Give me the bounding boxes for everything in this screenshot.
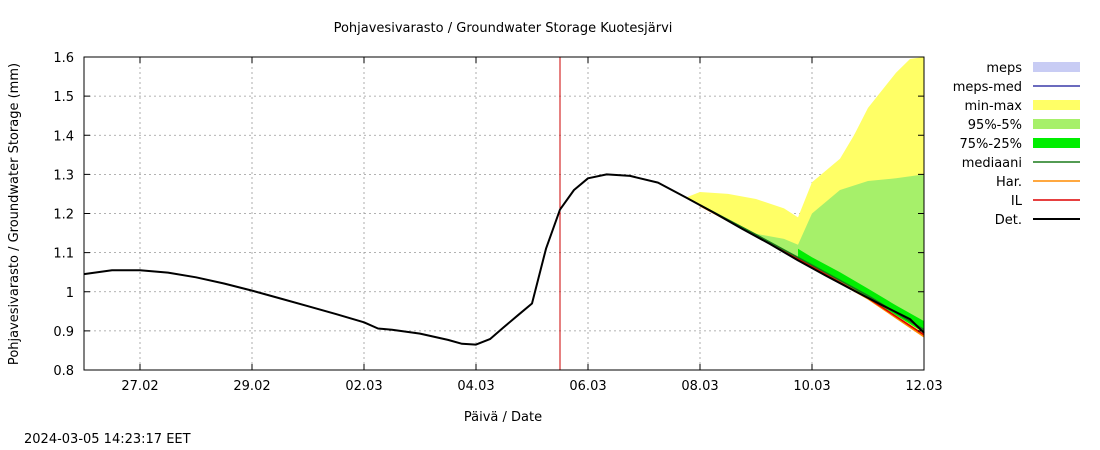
legend-label: min-max: [964, 99, 1022, 114]
legend-label: meps: [986, 61, 1022, 76]
y-tick-label: 1.4: [53, 129, 74, 144]
x-tick-label: 12.03: [905, 379, 942, 394]
x-tick-label: 29.02: [233, 379, 270, 394]
x-tick-label: 10.03: [793, 379, 830, 394]
y-tick-label: 1.3: [53, 168, 74, 183]
legend-label: meps-med: [953, 80, 1022, 95]
legend-swatch: [1033, 100, 1080, 110]
y-tick-label: 1.5: [53, 90, 74, 105]
y-tick-label: 1.1: [53, 247, 74, 262]
x-tick-label: 04.03: [457, 379, 494, 394]
x-tick-label: 27.02: [121, 379, 158, 394]
legend-label: Det.: [995, 213, 1022, 228]
legend-label: 95%-5%: [968, 118, 1022, 133]
y-tick-label: 1: [66, 286, 74, 301]
y-tick-label: 0.9: [53, 325, 74, 340]
x-tick-label: 06.03: [569, 379, 606, 394]
grid-lines: [84, 57, 924, 370]
y-tick-label: 1.2: [53, 208, 74, 223]
x-tick-label: 02.03: [345, 379, 382, 394]
x-tick-label: 08.03: [681, 379, 718, 394]
legend: meps meps-med min-max 95%-5% 75%-25% mediaani…: [953, 61, 1080, 228]
legend-swatch: [1033, 119, 1080, 129]
legend-label: mediaani: [962, 156, 1022, 171]
band-75-25-: [798, 248, 924, 333]
y-axis-label: Pohjavesivarasto / Groundwater Storage (…: [7, 63, 22, 365]
forecast-bands: [686, 57, 924, 337]
axis-ticks: 0.8 0.9 1 1.1 1.2 1.3 1.4 1.5 1.6 27.02 29.02 02.03…: [53, 51, 942, 394]
series-line-det: [83, 173, 925, 346]
legend-label: Har.: [996, 175, 1022, 190]
legend-swatch: [1033, 138, 1080, 148]
y-tick-label: 1.6: [53, 51, 74, 66]
chart-title: Pohjavesivarasto / Groundwater Storage K…: [334, 21, 673, 36]
y-tick-label: 0.8: [53, 364, 74, 379]
timestamp-footer: 2024-03-05 14:23:17 EET: [24, 432, 191, 447]
series-lines: [83, 173, 925, 346]
x-axis-label: Päivä / Date: [464, 410, 542, 425]
band-95-5-: [756, 174, 924, 333]
legend-label: 75%-25%: [960, 137, 1022, 152]
legend-label: IL: [1011, 194, 1023, 209]
legend-swatch: [1033, 62, 1080, 72]
